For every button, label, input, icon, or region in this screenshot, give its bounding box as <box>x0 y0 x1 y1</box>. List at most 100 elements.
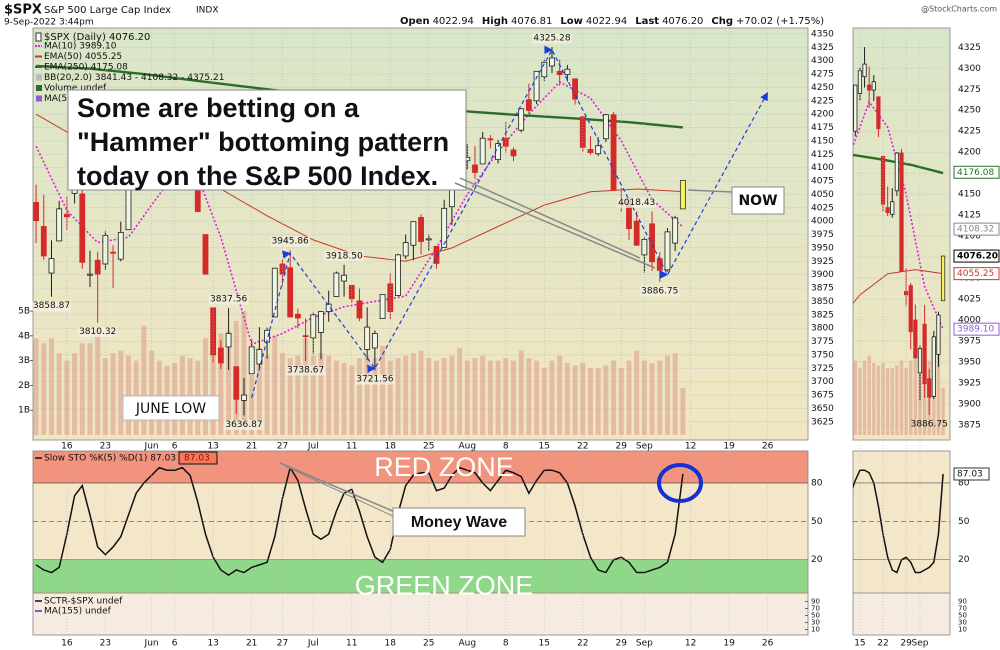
volume-bar <box>885 368 890 435</box>
sctr-legend: MA(155) undef <box>44 607 112 617</box>
volume-bar <box>326 355 332 435</box>
volume-bar <box>672 353 678 435</box>
value-tag-label: 4055.25 <box>957 269 994 279</box>
note-box <box>67 89 467 191</box>
zoom-y-tick-label: 3875 <box>958 420 981 430</box>
volume-bar <box>526 358 532 435</box>
value-tag <box>953 222 1000 236</box>
osc-legend: Slow STO %K(5) %D(1) 87.03 <box>44 454 176 464</box>
candle-body <box>871 81 876 91</box>
oscillator-plot <box>33 451 808 593</box>
volume-bar <box>226 330 232 435</box>
candle-body <box>248 346 255 375</box>
candle-body <box>904 291 909 296</box>
volume-tick-label: 3B <box>18 356 30 366</box>
zoom-sctr-tick-label: 30 <box>958 619 967 627</box>
candle-body <box>356 300 363 319</box>
zoom-sctr-tick-label: 70 <box>958 605 967 613</box>
zoom-oscillator-plot <box>853 469 944 574</box>
candle-body <box>364 326 371 350</box>
candle-body <box>371 333 378 349</box>
x-tick-label: Sep <box>636 639 653 649</box>
candle-body <box>395 254 401 296</box>
volume-bar <box>241 311 247 435</box>
candle-body <box>302 335 309 338</box>
zoom-y-tick-label: 4000 <box>958 316 981 326</box>
x-tick-label: Jun <box>144 442 159 452</box>
candle-body <box>679 179 686 210</box>
zoom-y-tick-label: 4150 <box>958 190 981 200</box>
candle-body <box>48 258 55 274</box>
candle-body <box>533 70 540 102</box>
y-tick-label: 3775 <box>811 337 834 347</box>
indicator-line <box>853 153 944 175</box>
quote-label: High <box>482 16 508 27</box>
candle-body <box>595 145 602 155</box>
candle-body <box>917 348 923 374</box>
candle-body <box>472 164 478 173</box>
sctr-tick-label: 90 <box>811 598 820 606</box>
x-tick-label: 22 <box>577 442 588 452</box>
june-low-box <box>122 395 220 421</box>
candle-body <box>341 274 347 282</box>
zoom-osc-tag <box>953 467 990 481</box>
volume-bar <box>909 360 913 435</box>
volume-bar <box>441 358 447 435</box>
y-tick-label: 3975 <box>811 230 834 240</box>
zoom-y-tick-label: 4200 <box>958 148 981 158</box>
volume-bar <box>913 350 918 435</box>
candle-body <box>840 208 843 217</box>
volume-bar <box>922 363 927 435</box>
y-tick-label: 3650 <box>811 404 834 414</box>
x-tick-label: 23 <box>100 639 111 649</box>
zoom-y-tick-label: 3975 <box>958 336 981 346</box>
price-label-bg <box>355 374 395 385</box>
overlay: 3858.87 3810.32 3837.56 3636.87 3945.86 3738.… <box>31 28 950 635</box>
x-tick-label: 25 <box>423 639 434 649</box>
candle-body <box>202 234 209 275</box>
volume-bar <box>595 368 601 435</box>
volume-bar <box>603 365 609 435</box>
volume-bar <box>364 355 370 435</box>
x-tick-label: 21 <box>246 442 257 452</box>
quote-label: Low <box>560 16 582 27</box>
x-tick-label: 11 <box>346 639 357 649</box>
quote-label: Chg <box>711 16 733 27</box>
candle-body <box>922 323 927 385</box>
price-label-bg <box>270 236 311 247</box>
x-tick-label: 12 <box>685 639 696 649</box>
zoom-y-tick-label: 4100 <box>958 232 981 242</box>
sctr-tick-label: 70 <box>811 605 820 613</box>
quote-label: Open <box>400 16 430 27</box>
zoom-y-tick-label: 3900 <box>958 399 981 409</box>
osc-value: 87.03 <box>184 454 210 464</box>
quote-value: 4076.20 <box>662 16 703 27</box>
legend-swatch <box>36 74 42 81</box>
candle-body <box>56 208 63 242</box>
legend-title: $SPX (Daily) 4076.20 <box>44 32 150 43</box>
x-tick-label: 12 <box>685 442 696 452</box>
volume-tick-label: 2B <box>18 381 30 391</box>
y-tick-label: 3725 <box>811 364 834 374</box>
volume-bar <box>41 343 47 435</box>
candle-body <box>256 349 263 365</box>
candle-body <box>217 347 224 364</box>
legend-entry: BB(20,2.0) 3841.43 - 4108.32 - 4375.21 <box>44 73 224 83</box>
date: 9-Sep-2022 3:44pm <box>4 18 94 28</box>
candle-body <box>556 70 563 75</box>
volume-bar <box>457 348 463 435</box>
zoom-y-tick-label: 4225 <box>958 127 981 137</box>
price-label-bg <box>224 419 264 430</box>
x-tick-label: Sep <box>636 442 653 452</box>
candle-body <box>94 259 101 275</box>
volume-bar <box>418 350 424 435</box>
x-tick-label: 18 <box>385 442 397 452</box>
now-label: NOW <box>738 193 777 209</box>
zoom-sctr-panel <box>852 592 951 636</box>
volume-bar <box>333 360 339 435</box>
candle-body <box>602 114 609 140</box>
symbol: $SPX <box>4 3 42 18</box>
volume-bar <box>395 358 401 435</box>
volume-bar <box>564 363 570 435</box>
candle-body <box>835 190 838 203</box>
